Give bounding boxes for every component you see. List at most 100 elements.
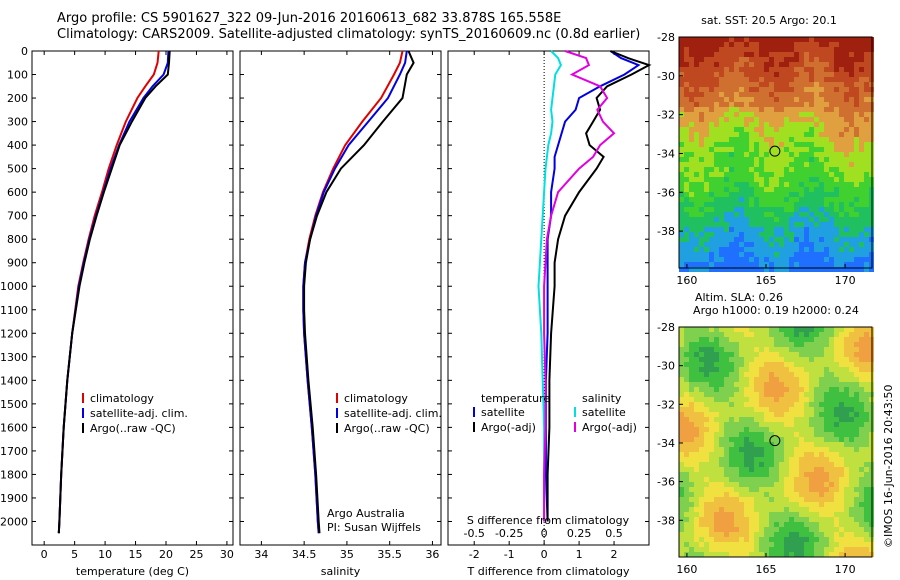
map-cell bbox=[774, 532, 779, 537]
map-cell bbox=[799, 392, 804, 397]
map-cell bbox=[684, 217, 689, 222]
map-cell bbox=[809, 537, 814, 542]
map-cell bbox=[769, 167, 774, 172]
map-cell bbox=[754, 137, 759, 142]
map-cell bbox=[724, 47, 729, 52]
map-cell bbox=[694, 362, 699, 367]
map-cell bbox=[814, 112, 819, 117]
map-cell bbox=[684, 367, 689, 372]
map-cell bbox=[684, 347, 689, 352]
map-cell bbox=[739, 162, 744, 167]
map-cell bbox=[759, 352, 764, 357]
map-cell bbox=[714, 547, 719, 552]
map-cell bbox=[814, 347, 819, 352]
map-cell bbox=[704, 162, 709, 167]
map-cell bbox=[724, 512, 729, 517]
map-cell bbox=[754, 507, 759, 512]
map-cell bbox=[849, 472, 854, 477]
map-cell bbox=[784, 162, 789, 167]
map-cell bbox=[689, 372, 694, 377]
map-cell bbox=[714, 117, 719, 122]
map-cell bbox=[819, 352, 824, 357]
map-cell bbox=[689, 512, 694, 517]
map-cell bbox=[724, 482, 729, 487]
map-cell bbox=[824, 532, 829, 537]
map-cell bbox=[769, 462, 774, 467]
map-cell bbox=[734, 122, 739, 127]
map-cell bbox=[769, 477, 774, 482]
map-cell bbox=[694, 452, 699, 457]
map-cell bbox=[704, 132, 709, 137]
map-cell bbox=[744, 92, 749, 97]
map-cell bbox=[749, 242, 754, 247]
map-cell bbox=[804, 72, 809, 77]
x-tick-label: 15 bbox=[129, 548, 143, 561]
map-cell bbox=[809, 457, 814, 462]
map-cell bbox=[774, 397, 779, 402]
map-cell bbox=[719, 207, 724, 212]
map-cell bbox=[734, 537, 739, 542]
map-cell bbox=[754, 352, 759, 357]
map-cell bbox=[774, 257, 779, 262]
map-cell bbox=[839, 207, 844, 212]
map-cell bbox=[799, 162, 804, 167]
map-cell bbox=[799, 477, 804, 482]
map-cell bbox=[784, 507, 789, 512]
map-cell bbox=[784, 392, 789, 397]
map-cell bbox=[789, 547, 794, 552]
map-cell bbox=[764, 422, 769, 427]
map-cell bbox=[859, 187, 864, 192]
map-cell bbox=[744, 82, 749, 87]
map-cell bbox=[744, 427, 749, 432]
map-cell bbox=[854, 112, 859, 117]
map-cell bbox=[744, 507, 749, 512]
map-cell bbox=[784, 207, 789, 212]
map-cell bbox=[699, 422, 704, 427]
map-cell bbox=[739, 192, 744, 197]
map-cell bbox=[764, 337, 769, 342]
map-cell bbox=[834, 447, 839, 452]
map-cell bbox=[694, 262, 699, 267]
map-cell bbox=[799, 372, 804, 377]
map-sla-subtitle: Argo h1000: 0.19 h2000: 0.24 bbox=[693, 304, 859, 317]
map-cell bbox=[729, 182, 734, 187]
map-cell bbox=[779, 142, 784, 147]
map-cell bbox=[819, 527, 824, 532]
map-cell bbox=[804, 257, 809, 262]
map-cell bbox=[749, 107, 754, 112]
map-cell bbox=[699, 137, 704, 142]
map-cell bbox=[824, 377, 829, 382]
map-cell bbox=[809, 62, 814, 67]
map-cell bbox=[759, 42, 764, 47]
map-cell bbox=[809, 377, 814, 382]
map-cell bbox=[819, 97, 824, 102]
map-cell bbox=[819, 467, 824, 472]
map-cell bbox=[789, 102, 794, 107]
map-cell bbox=[729, 457, 734, 462]
map-cell bbox=[714, 177, 719, 182]
map-cell bbox=[834, 37, 839, 42]
map-cell bbox=[789, 192, 794, 197]
map-cell bbox=[779, 432, 784, 437]
map-cell bbox=[704, 472, 709, 477]
depth-tick-label: 200 bbox=[7, 92, 28, 105]
map-cell bbox=[829, 77, 834, 82]
map-cell bbox=[739, 452, 744, 457]
map-cell bbox=[704, 62, 709, 67]
map-cell bbox=[734, 67, 739, 72]
map-cell bbox=[804, 122, 809, 127]
map-cell bbox=[834, 492, 839, 497]
map-cell bbox=[819, 142, 824, 147]
map-cell bbox=[749, 122, 754, 127]
map-cell bbox=[794, 167, 799, 172]
map-cell bbox=[744, 252, 749, 257]
map-cell bbox=[714, 352, 719, 357]
map-cell bbox=[769, 507, 774, 512]
map-cell bbox=[864, 102, 869, 107]
map-cell bbox=[749, 182, 754, 187]
map-cell bbox=[849, 512, 854, 517]
map-cell bbox=[689, 87, 694, 92]
map-cell bbox=[844, 502, 849, 507]
map-cell bbox=[694, 497, 699, 502]
map-cell bbox=[819, 372, 824, 377]
